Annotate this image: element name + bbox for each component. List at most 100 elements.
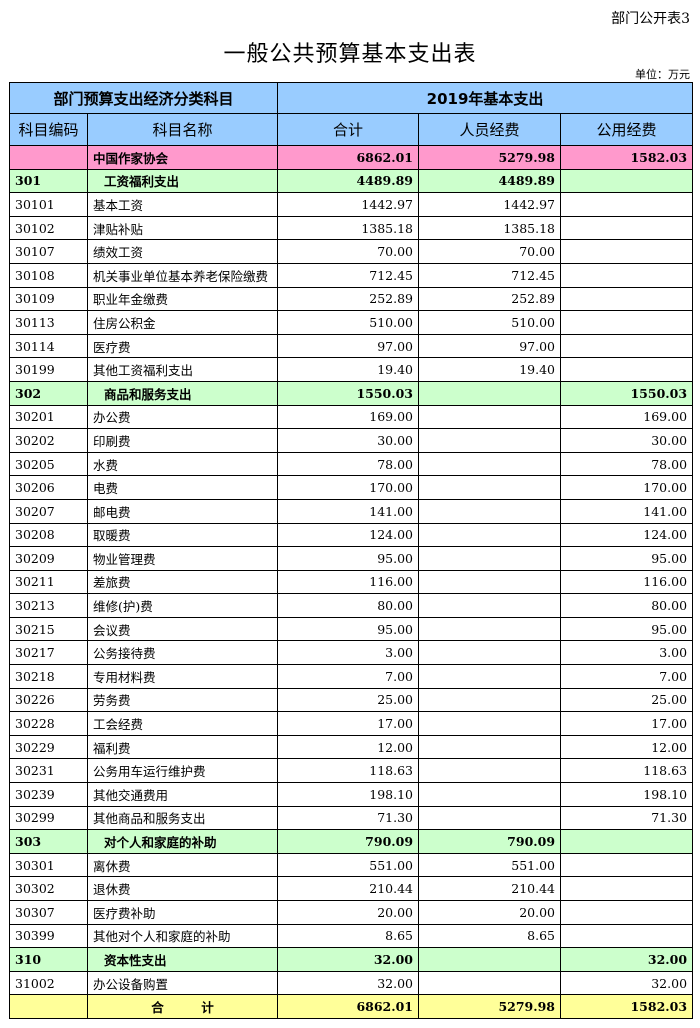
public-cell: 7.00 <box>560 664 694 689</box>
code-cell: 301 <box>9 168 88 194</box>
public-cell <box>560 829 694 854</box>
personnel-cell: 20.00 <box>418 900 562 925</box>
code-cell: 30239 <box>9 782 88 807</box>
total-cell: 7.00 <box>277 664 420 689</box>
public-cell: 17.00 <box>560 711 694 736</box>
total-cell: 551.00 <box>277 852 420 878</box>
table-row: 30239 其他交通费用 198.10 198.10 <box>9 782 694 807</box>
total-cell: 78.00 <box>277 451 420 477</box>
name-cell: 中国作家协会 <box>86 145 279 170</box>
code-cell: 30213 <box>9 593 88 618</box>
personnel-cell <box>418 664 562 689</box>
header-public: 公用经费 <box>560 113 694 146</box>
personnel-cell <box>418 380 562 406</box>
total-cell: 12.00 <box>277 734 420 760</box>
table-row: 30231 公务用车运行维护费 118.63 118.63 <box>9 758 694 784</box>
total-cell: 25.00 <box>277 687 420 713</box>
name-cell: 商品和服务支出 <box>86 380 279 406</box>
personnel-cell <box>418 734 562 760</box>
table-row: 30108 机关事业单位基本养老保险缴费 712.45 712.45 <box>9 262 694 288</box>
table-row: 31002 办公设备购置 32.00 32.00 <box>9 970 694 996</box>
code-cell: 30108 <box>9 262 88 288</box>
total-cell: 4489.89 <box>277 168 420 194</box>
public-cell <box>560 168 694 194</box>
total-cell: 6862.01 <box>277 994 420 1019</box>
public-cell <box>560 923 694 949</box>
code-cell: 30199 <box>9 357 88 382</box>
total-cell: 8.65 <box>277 923 420 949</box>
header-classification: 部门预算支出经济分类科目 <box>8 82 279 114</box>
total-cell: 170.00 <box>277 475 420 500</box>
public-cell <box>560 357 694 382</box>
code-cell <box>9 145 88 170</box>
name-cell: 合 计 <box>86 994 279 1019</box>
code-cell: 30215 <box>9 616 88 642</box>
table-row: 30217 公务接待费 3.00 3.00 <box>9 640 694 666</box>
personnel-cell: 712.45 <box>418 262 562 288</box>
total-cell: 169.00 <box>277 404 420 430</box>
page-title: 一般公共预算基本支出表 <box>223 42 477 67</box>
total-cell: 70.00 <box>277 239 420 264</box>
code-cell: 30307 <box>9 900 88 925</box>
total-cell: 95.00 <box>277 616 420 642</box>
code-cell: 30211 <box>9 569 88 595</box>
total-cell: 6862.01 <box>277 145 420 170</box>
table-row: 30114 医疗费 97.00 97.00 <box>9 333 694 359</box>
public-cell <box>560 239 694 264</box>
category-row: 303 对个人和家庭的补助 790.09 790.09 <box>9 829 694 854</box>
personnel-cell <box>418 428 562 453</box>
name-cell: 物业管理费 <box>86 546 279 571</box>
name-cell: 劳务费 <box>86 687 279 713</box>
table-row: 30226 劳务费 25.00 25.00 <box>9 687 694 713</box>
name-cell: 办公费 <box>86 404 279 430</box>
code-cell: 30218 <box>9 664 88 689</box>
personnel-cell <box>418 475 562 500</box>
public-cell: 198.10 <box>560 782 694 807</box>
total-cell: 1442.97 <box>277 192 420 217</box>
public-cell: 80.00 <box>560 593 694 618</box>
category-row: 301 工资福利支出 4489.89 4489.89 <box>9 168 694 194</box>
name-cell: 医疗费 <box>86 333 279 359</box>
code-cell: 310 <box>9 947 88 972</box>
code-cell: 30229 <box>9 734 88 760</box>
public-cell: 116.00 <box>560 569 694 595</box>
code-cell <box>9 994 88 1019</box>
category-row: 310 资本性支出 32.00 32.00 <box>9 947 694 972</box>
public-cell: 1582.03 <box>560 994 694 1019</box>
total-cell: 510.00 <box>277 310 420 335</box>
table-row: 30209 物业管理费 95.00 95.00 <box>9 546 694 571</box>
personnel-cell: 551.00 <box>418 852 562 878</box>
public-cell: 3.00 <box>560 640 694 666</box>
total-cell: 95.00 <box>277 546 420 571</box>
public-cell: 25.00 <box>560 687 694 713</box>
total-cell: 71.30 <box>277 805 420 831</box>
code-cell: 31002 <box>9 970 88 996</box>
name-cell: 机关事业单位基本养老保险缴费 <box>86 262 279 288</box>
table-row: 30207 邮电费 141.00 141.00 <box>9 498 694 524</box>
header-basic-expenditure: 2019年基本支出 <box>277 82 694 114</box>
public-cell: 95.00 <box>560 546 694 571</box>
table-row: 30107 绩效工资 70.00 70.00 <box>9 239 694 264</box>
name-cell: 工资福利支出 <box>86 168 279 194</box>
name-cell: 其他对个人和家庭的补助 <box>86 923 279 949</box>
code-cell: 30299 <box>9 805 88 831</box>
table-row: 30213 维修(护)费 80.00 80.00 <box>9 593 694 618</box>
public-cell: 12.00 <box>560 734 694 760</box>
personnel-cell <box>418 970 562 996</box>
name-cell: 住房公积金 <box>86 310 279 335</box>
public-cell: 141.00 <box>560 498 694 524</box>
personnel-cell: 5279.98 <box>418 994 562 1019</box>
personnel-cell <box>418 782 562 807</box>
personnel-cell: 210.44 <box>418 876 562 901</box>
total-row: 合 计 6862.01 5279.98 1582.03 <box>9 994 694 1019</box>
total-cell: 80.00 <box>277 593 420 618</box>
public-cell: 1582.03 <box>560 145 694 170</box>
total-cell: 3.00 <box>277 640 420 666</box>
budget-table: 部门预算支出经济分类科目 2019年基本支出 科目编码 科目名称 合计 人员经费… <box>8 82 694 1019</box>
code-cell: 30228 <box>9 711 88 736</box>
public-cell <box>560 286 694 312</box>
public-cell: 32.00 <box>560 970 694 996</box>
public-cell: 32.00 <box>560 947 694 972</box>
public-cell: 124.00 <box>560 522 694 548</box>
personnel-cell <box>418 546 562 571</box>
